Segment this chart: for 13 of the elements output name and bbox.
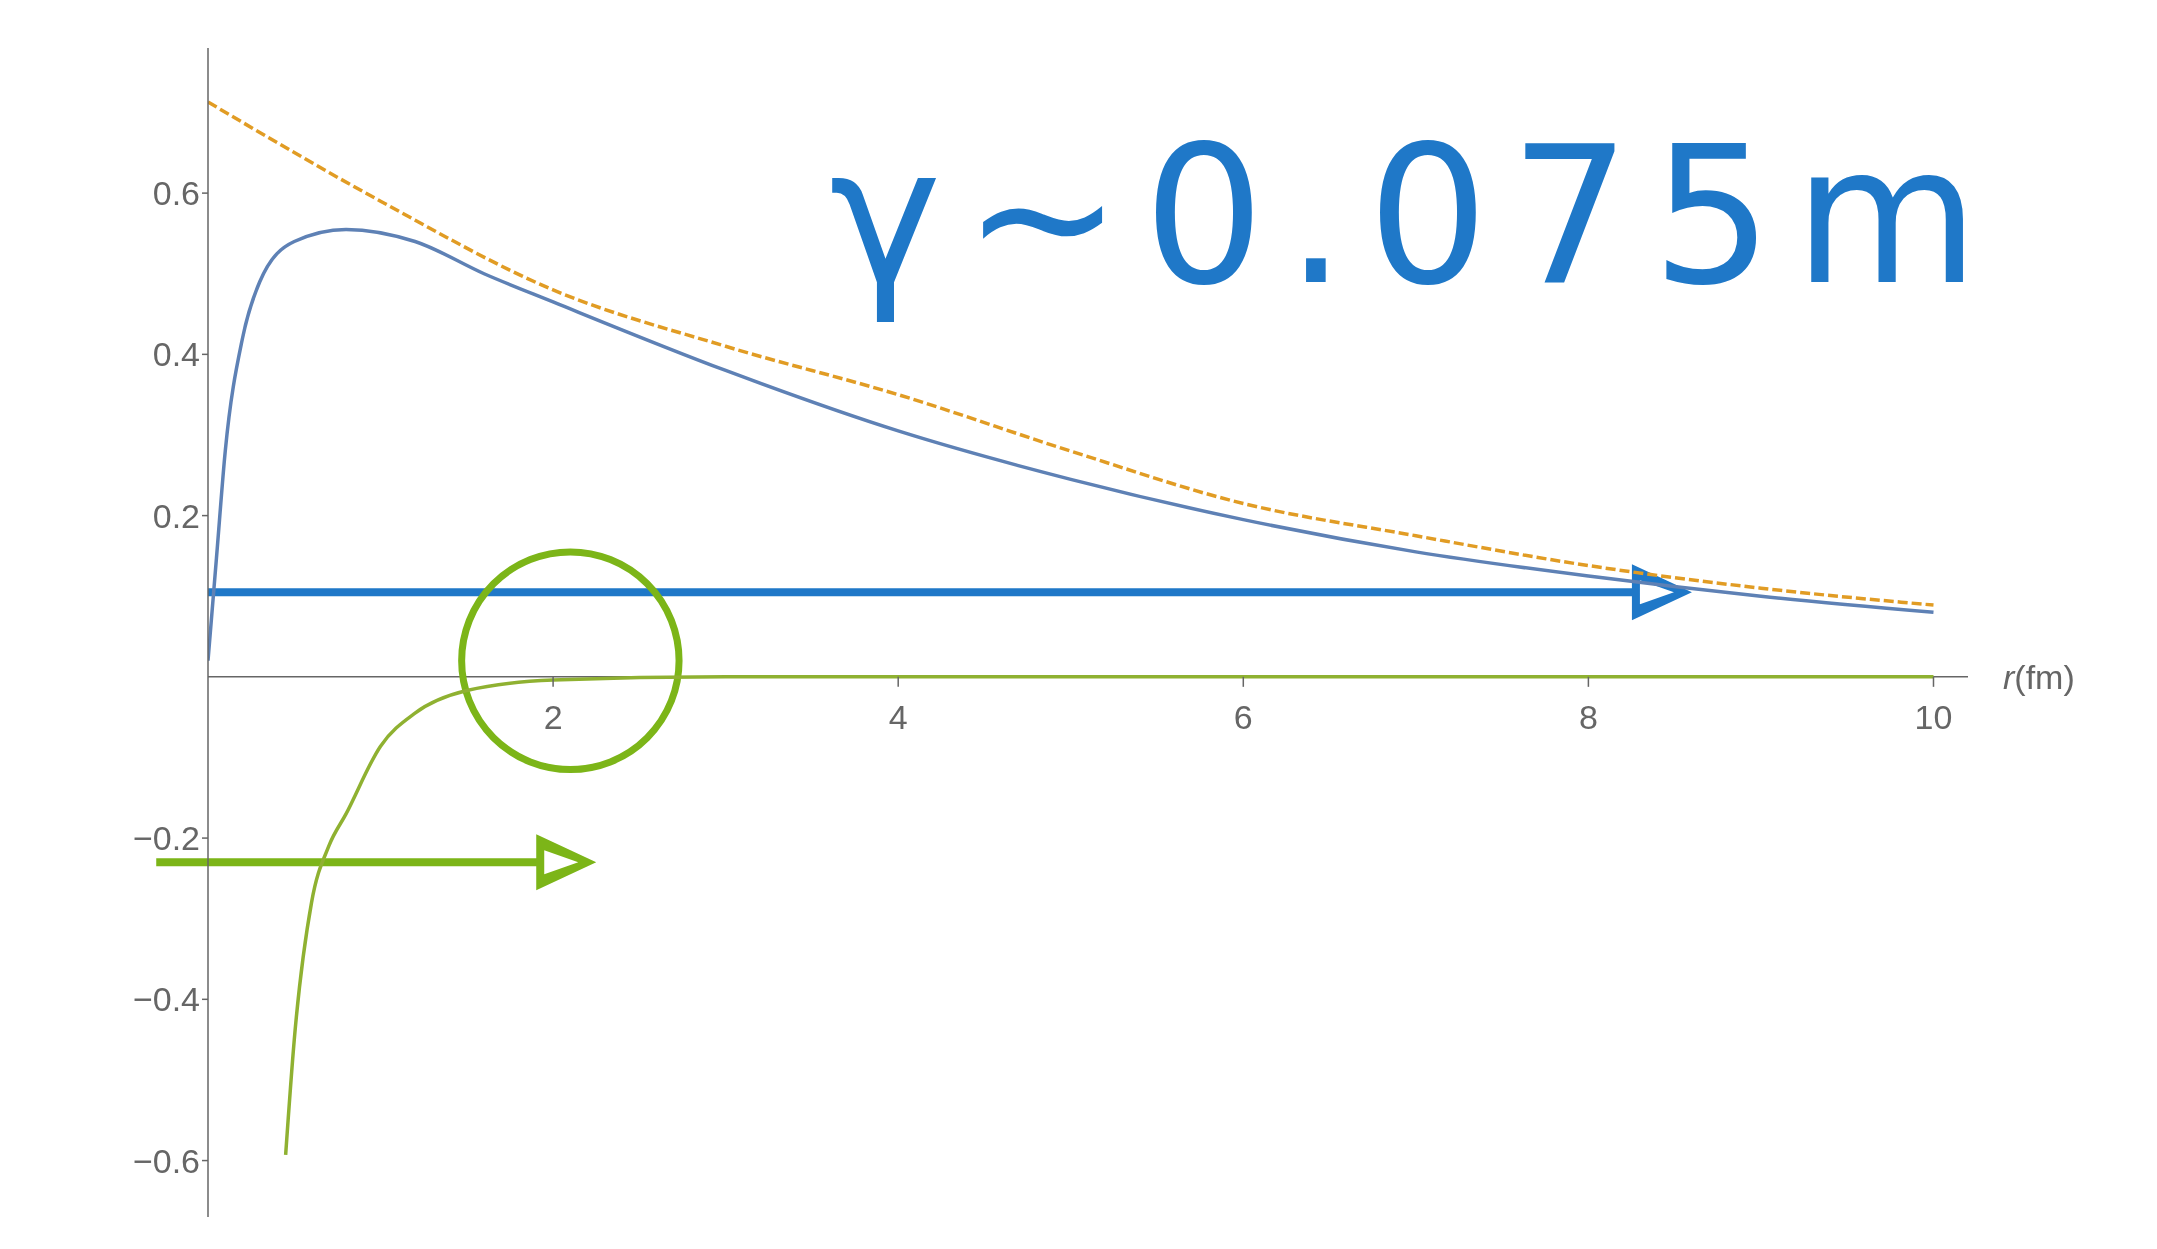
- y-tick-label: −0.6: [132, 1141, 200, 1180]
- y-tick-label: −0.2: [132, 819, 200, 858]
- y-tick-label: 0.2: [152, 496, 200, 535]
- x-tick-label: 8: [1578, 697, 1598, 736]
- x-tick-label: 6: [1233, 697, 1253, 736]
- y-tick-label: −0.4: [132, 980, 200, 1019]
- y-tick-label: 0.4: [152, 335, 200, 374]
- y-tick-label: 0.6: [152, 174, 200, 213]
- x-tick-label: 2: [543, 697, 563, 736]
- annotation: γ∼0.075m: [829, 105, 1980, 327]
- x-tick-label: 4: [888, 697, 908, 736]
- x-axis-title: r(fm): [2003, 657, 2075, 696]
- x-tick-label: 10: [1914, 697, 1953, 736]
